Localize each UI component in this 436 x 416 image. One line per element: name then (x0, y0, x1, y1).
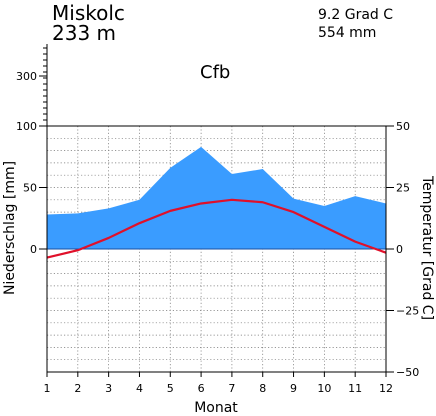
y-axis-left-label: Niederschlag [mm] (2, 161, 18, 295)
station-elevation: 233 m (52, 21, 116, 45)
month-tick-label-8: 8 (259, 382, 266, 395)
month-tick-label-11: 11 (348, 382, 362, 395)
temp-tick-label: 50 (396, 120, 410, 133)
month-tick-label-3: 3 (105, 382, 112, 395)
month-tick-label-10: 10 (317, 382, 331, 395)
month-tick-label-1: 1 (44, 382, 51, 395)
station-name: Miskolc (52, 1, 125, 25)
y-axis-right-label: Temperatur [Grad C] (419, 175, 435, 320)
precipitation-area (47, 146, 386, 249)
precip-tick-label: 300 (16, 70, 37, 83)
precip-tick-label: 50 (23, 182, 37, 195)
month-tick-label-9: 9 (290, 382, 297, 395)
month-tick-label-12: 12 (379, 382, 393, 395)
climate-class: Cfb (200, 62, 230, 83)
annual-precipitation: 554 mm (318, 25, 376, 41)
temp-tick-label: −50 (396, 366, 419, 379)
x-axis-label: Monat (194, 400, 238, 416)
mean-temperature: 9.2 Grad C (318, 7, 393, 23)
month-tick-label-5: 5 (167, 382, 174, 395)
month-tick-label-7: 7 (228, 382, 235, 395)
temperature-line (46, 198, 387, 259)
temp-tick-label: −25 (396, 305, 419, 318)
precip-tick-label: 0 (30, 243, 37, 256)
temp-tick-label: 0 (396, 243, 403, 256)
precip-tick-label: 100 (16, 120, 37, 133)
month-tick-label-6: 6 (198, 382, 205, 395)
month-tick-label-4: 4 (136, 382, 143, 395)
temp-tick-label: 25 (396, 182, 410, 195)
month-tick-label-2: 2 (74, 382, 81, 395)
